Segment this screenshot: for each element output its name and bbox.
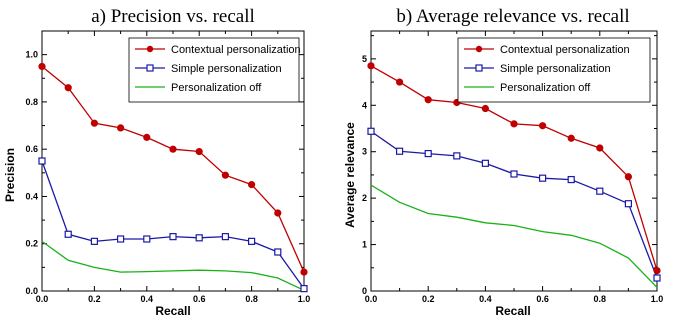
data-point-contextual [300,268,308,276]
x-tick-label: 0.4 [479,294,492,304]
y-tick-label: 1 [362,240,367,250]
data-point-simple [510,170,518,178]
data-point-contextual [653,266,661,275]
series-line-off [41,240,305,291]
data-point-contextual [248,181,256,189]
data-point-simple [396,147,404,155]
series-markers [367,62,661,282]
x-tick-label: 0.2 [422,294,435,304]
data-point-contextual [481,104,489,113]
y-tick-label: 4 [362,100,367,110]
y-axis-label: Precision [3,148,17,202]
y-axis-label: Average relevance [343,122,357,228]
data-point-simple [274,248,282,256]
y-tick-label: 0.6 [25,144,38,154]
data-point-contextual [117,124,125,132]
data-point-simple [143,235,151,243]
x-tick-label: 0.8 [245,294,258,304]
data-point-simple [453,152,461,160]
x-tick-label: 1.0 [651,294,664,304]
data-point-simple [367,127,375,135]
data-point-contextual [367,62,375,70]
legend-marker [146,45,154,53]
series-line-off [370,184,658,288]
y-tick-label: 0.8 [25,97,38,107]
legend-label: Personalization off [500,82,591,94]
data-point-simple [567,175,575,184]
data-point-simple [424,149,432,158]
data-point-simple [624,200,633,208]
data-point-simple [195,234,203,242]
axis-ticks: 0.0 0.2 0.4 0.6 0.8 1.0 0 1 2 3 4 5 [362,31,663,304]
x-tick-label: 0.0 [365,294,378,304]
y-tick-label: 2 [362,193,367,203]
y-tick-label: 0.0 [25,286,38,296]
x-tick-label: 1.0 [298,294,311,304]
y-tick-label: 0 [362,286,367,296]
legend: Contextual personalization Simple persona… [128,37,301,103]
data-point-simple [300,285,308,293]
chart-title: b) Average relevance vs. recall [396,6,629,27]
legend-label: Simple personalization [500,63,611,75]
data-point-contextual [274,209,282,217]
data-point-simple [248,237,256,245]
legend: Contextual personalization Simple persona… [457,37,651,103]
data-point-simple [653,274,661,282]
series-markers [38,62,308,293]
x-tick-label: 0.2 [88,294,101,304]
data-point-contextual [143,133,151,141]
x-tick-label: 0.6 [193,294,206,304]
legend-marker [475,45,483,53]
data-point-contextual [538,122,547,130]
panel-precision-vs-recall: a) Precision vs. recall Recall Precision… [3,6,310,318]
data-point-simple [169,233,177,241]
series-line-simple [41,160,305,289]
legend-marker [146,64,154,72]
y-tick-label: 1.0 [25,50,38,60]
data-point-contextual [90,119,99,127]
data-point-contextual [38,62,46,71]
legend-label: Contextual personalization [171,44,301,56]
legend-label: Contextual personalization [500,44,630,56]
data-point-contextual [169,145,177,153]
data-point-contextual [195,147,203,156]
legend-label: Simple personalization [171,63,282,75]
axis-ticks: 0.0 0.2 0.4 0.6 0.8 1.0 0.0 0.2 0.4 0.6 0.8 1.0 [25,30,311,304]
data-point-simple [481,159,489,167]
data-point-simple [64,230,72,238]
data-point-simple [596,187,604,195]
legend-label: Personalization off [171,82,262,94]
legend-marker [475,64,483,72]
data-point-contextual [64,84,72,92]
data-point-contextual [567,134,575,142]
x-tick-label: 0.8 [594,294,607,304]
data-point-contextual [221,171,229,179]
y-tick-label: 0.4 [25,191,38,201]
panel-relevance-vs-recall: b) Average relevance vs. recall Recall A… [343,6,663,318]
data-point-simple [90,237,99,245]
y-tick-label: 0.2 [25,239,38,249]
data-point-contextual [424,96,432,104]
x-tick-label: 0.0 [36,294,49,304]
y-tick-label: 5 [362,54,367,64]
data-point-simple [38,157,46,165]
data-point-simple [116,235,125,243]
series-line-simple [370,130,658,279]
data-point-contextual [510,120,518,128]
data-point-contextual [395,78,404,86]
data-point-contextual [596,144,604,152]
x-axis-label: Recall [155,304,190,318]
data-point-simple [221,233,229,241]
data-point-contextual [624,173,633,181]
x-tick-label: 0.4 [141,294,154,304]
y-tick-label: 3 [362,147,367,157]
x-axis-label: Recall [495,304,530,318]
x-tick-label: 0.6 [536,294,549,304]
chart-title: a) Precision vs. recall [91,6,255,27]
data-point-simple [538,174,547,182]
